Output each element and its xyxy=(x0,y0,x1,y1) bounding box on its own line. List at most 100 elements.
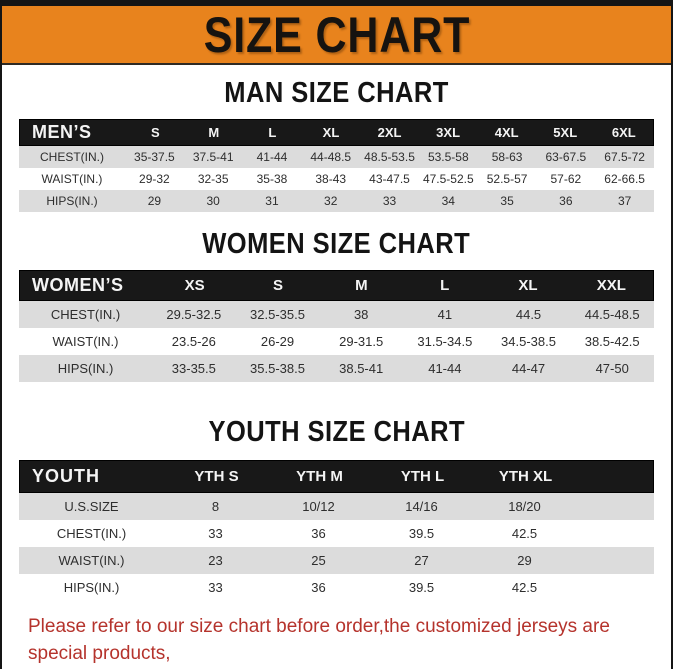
size-value-cell: 58-63 xyxy=(491,150,523,164)
column-header-cell: YTH L xyxy=(400,468,445,485)
size-value-cell: 29 xyxy=(147,194,162,208)
table-row: HIPS(IN.) 29 30 31 32 33 34 35 36 37 xyxy=(19,190,654,212)
size-value-cell: 35.5-38.5 xyxy=(250,361,305,376)
table-row: HIPS(IN.) 33 36 39.5 42.5 xyxy=(19,574,654,601)
size-value-cell: 36 xyxy=(311,580,326,595)
column-header-cell: 6XL xyxy=(611,125,636,140)
size-value-cell: 32 xyxy=(324,194,338,208)
size-value-cell: 30 xyxy=(206,194,220,208)
size-value-cell: 44.5 xyxy=(515,307,542,322)
column-header-cell: XS xyxy=(184,277,205,294)
size-value-cell: 36 xyxy=(311,526,326,541)
column-header-cell: YTH XL xyxy=(498,468,553,485)
size-value-cell: 33 xyxy=(208,580,223,595)
size-value-cell: 29-31.5 xyxy=(339,334,384,349)
size-value-cell: 37 xyxy=(617,194,632,208)
size-value-cell: 67.5-72 xyxy=(604,150,645,164)
size-value-cell: 18/20 xyxy=(508,499,541,514)
size-value-cell: 62-66.5 xyxy=(604,172,645,186)
size-value-cell: 42.5 xyxy=(511,526,538,541)
size-value-cell: 34 xyxy=(441,194,455,208)
section-youth-size-chart: YOUTH SIZE CHART YOUTH YTH S YTH M YTH L YTH … xyxy=(2,416,671,601)
size-value-cell: 29.5-32.5 xyxy=(166,307,222,322)
row-label-cell: WAIST(IN.) xyxy=(41,172,103,186)
size-value-cell: 52.5-57 xyxy=(486,172,528,186)
column-header-cell: XL xyxy=(322,125,340,140)
table-title-cell: YOUTH xyxy=(32,466,100,486)
size-value-cell: 25 xyxy=(311,553,326,568)
order-notice-line1: Please refer to our size chart before or… xyxy=(28,616,610,664)
column-header-cell: 5XL xyxy=(553,125,578,140)
row-label-cell: CHEST(IN.) xyxy=(50,307,121,322)
column-header-cell: 2XL xyxy=(377,125,402,140)
size-value-cell: 63-67.5 xyxy=(545,150,587,164)
row-label-cell: HIPS(IN.) xyxy=(46,194,98,208)
size-value-cell: 33 xyxy=(382,194,397,208)
table-header-row: WOMEN’S XS S M L XL XXL xyxy=(19,270,654,301)
size-value-cell: 26-29 xyxy=(260,334,295,349)
size-value-cell: 35 xyxy=(500,194,514,208)
table-row: WAIST(IN.) 23.5-26 26-29 29-31.5 31.5-34.5 34… xyxy=(19,328,654,355)
size-value-cell: 27 xyxy=(414,553,429,568)
size-value-cell: 34.5-38.5 xyxy=(501,334,556,349)
size-value-cell: 37.5-41 xyxy=(192,150,234,164)
row-label-cell: HIPS(IN.) xyxy=(57,361,114,376)
row-label-cell: CHEST(IN.) xyxy=(56,526,127,541)
size-value-cell: 41-44 xyxy=(256,150,288,164)
column-header-cell: L xyxy=(440,277,450,294)
size-value-cell: 38.5-41 xyxy=(339,361,384,376)
table-row: WAIST(IN.) 23 25 27 29 xyxy=(19,547,654,574)
table-row: HIPS(IN.) 33-35.5 35.5-38.5 38.5-41 41-44 44-… xyxy=(19,355,654,382)
table-title-cell: WOMEN’S xyxy=(32,275,124,295)
size-table-women: WOMEN’S XS S M L XL XXL CHEST(IN.) 29.5-32.5 32.5… xyxy=(19,270,654,382)
size-value-cell: 32-35 xyxy=(197,172,229,186)
top-border-strip xyxy=(2,0,671,6)
size-value-cell: 33 xyxy=(208,526,223,541)
size-value-cell: 44-48.5 xyxy=(310,150,352,164)
order-notice: Please refer to our size chart before or… xyxy=(28,613,671,669)
size-value-cell: 31.5-34.5 xyxy=(417,334,473,349)
column-header-cell: YTH S xyxy=(194,468,239,485)
row-label-cell: HIPS(IN.) xyxy=(63,580,120,595)
section-heading-text-women: WOMEN SIZE CHART xyxy=(202,228,471,260)
section-man-size-chart: MAN SIZE CHART MEN’S S M L XL 2XL 3XL 4XL 5XL 6XL C… xyxy=(2,77,671,212)
table-row: CHEST(IN.) 33 36 39.5 42.5 xyxy=(19,520,654,547)
column-header-cell: 4XL xyxy=(494,125,519,140)
column-header-cell: XXL xyxy=(596,277,626,294)
size-value-cell: 10/12 xyxy=(302,499,335,514)
size-value-cell: 8 xyxy=(211,499,220,514)
size-value-cell: 42.5 xyxy=(511,580,538,595)
size-table-youth: YOUTH YTH S YTH M YTH L YTH XL U.S.SIZE 8 10/12… xyxy=(19,460,654,601)
column-header-cell: M xyxy=(355,277,368,294)
size-value-cell: 38 xyxy=(353,307,369,322)
size-value-cell: 23.5-26 xyxy=(171,334,216,349)
size-value-cell: 44-47 xyxy=(511,361,546,376)
size-value-cell: 43-47.5 xyxy=(369,172,410,186)
table-header-row: YOUTH YTH S YTH M YTH L YTH XL xyxy=(19,460,654,493)
size-value-cell: 33-35.5 xyxy=(171,361,216,376)
size-value-cell: 23 xyxy=(208,553,223,568)
size-value-cell: 35-38 xyxy=(256,172,288,186)
column-header-cell: 3XL xyxy=(436,125,461,140)
section-women-size-chart: WOMEN SIZE CHART WOMEN’S XS S M L XL XXL CHEST(I… xyxy=(2,228,671,382)
column-header-cell: XL xyxy=(518,277,538,294)
size-value-cell: 57-62 xyxy=(550,172,582,186)
table-row: WAIST(IN.) 29-32 32-35 35-38 38-43 43-47.5 47.… xyxy=(19,168,654,190)
size-value-cell: 36 xyxy=(559,194,573,208)
size-value-cell: 44.5-48.5 xyxy=(584,307,640,322)
table-row: CHEST(IN.) 35-37.5 37.5-41 41-44 44-48.5 48.5… xyxy=(19,146,654,168)
column-header-cell: YTH M xyxy=(296,468,343,485)
title-banner: SIZE CHART xyxy=(2,6,671,65)
size-value-cell: 41-44 xyxy=(428,361,462,376)
size-value-cell: 53.5-58 xyxy=(427,150,469,164)
section-heading-text-youth: YOUTH SIZE CHART xyxy=(208,416,465,448)
size-value-cell: 41 xyxy=(437,307,453,322)
section-heading-text-men: MAN SIZE CHART xyxy=(224,77,449,109)
table-header-row: MEN’S S M L XL 2XL 3XL 4XL 5XL 6XL xyxy=(19,119,654,146)
size-value-cell: 47.5-52.5 xyxy=(422,172,474,186)
size-chart-sections: MAN SIZE CHART MEN’S S M L XL 2XL 3XL 4XL 5XL 6XL C… xyxy=(2,77,671,601)
column-header-cell: L xyxy=(268,125,277,140)
table-row: U.S.SIZE 8 10/12 14/16 18/20 xyxy=(19,493,654,520)
size-value-cell: 31 xyxy=(265,194,279,208)
